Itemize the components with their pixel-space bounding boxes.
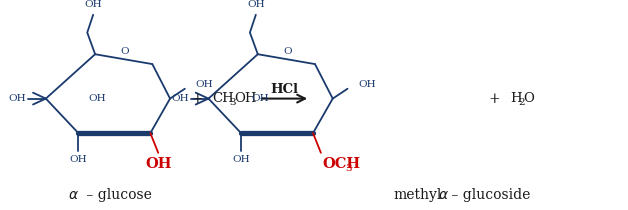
Text: OH: OH (145, 157, 171, 171)
Text: OH: OH (89, 94, 106, 103)
Text: OH: OH (232, 155, 250, 164)
Text: $\alpha$: $\alpha$ (68, 188, 79, 202)
Text: OH: OH (171, 94, 189, 103)
Text: 3: 3 (345, 164, 352, 173)
Text: HCl: HCl (271, 83, 298, 96)
Text: 3: 3 (229, 98, 236, 107)
Text: +: + (192, 92, 203, 106)
Text: 2: 2 (518, 98, 525, 107)
Text: O: O (283, 47, 291, 56)
Text: O: O (121, 47, 129, 56)
Text: OH: OH (359, 80, 376, 89)
Text: OH: OH (84, 0, 102, 9)
Text: OH: OH (247, 0, 264, 9)
Text: – glucose: – glucose (82, 188, 152, 202)
Text: H: H (510, 92, 522, 105)
Text: CH: CH (212, 92, 234, 105)
Text: +: + (489, 92, 501, 106)
Text: O: O (523, 92, 534, 105)
Text: – glucoside: – glucoside (447, 188, 531, 202)
Text: $\alpha$: $\alpha$ (438, 188, 449, 202)
Text: OH: OH (251, 94, 269, 103)
Text: OH: OH (70, 155, 87, 164)
Text: OH: OH (196, 80, 214, 89)
Text: methyl: methyl (394, 188, 442, 202)
Text: OH: OH (9, 94, 26, 103)
Text: OH: OH (234, 92, 257, 105)
Text: OCH: OCH (322, 157, 360, 171)
